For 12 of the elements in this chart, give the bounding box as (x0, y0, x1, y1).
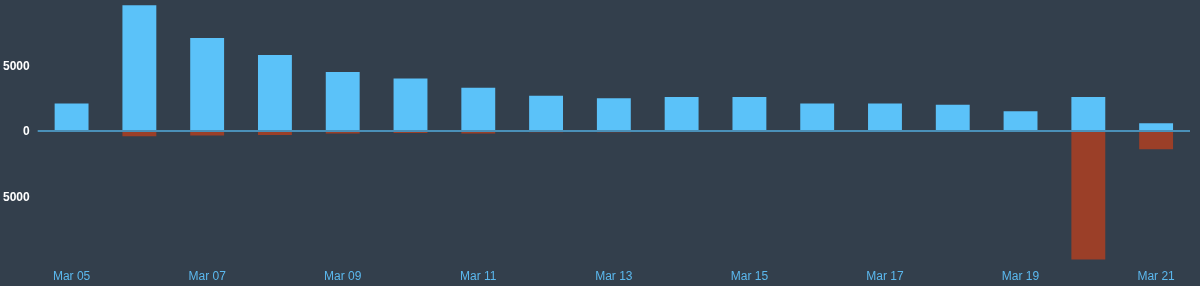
x-tick-label: Mar 11 (460, 269, 497, 283)
x-tick-label: Mar 13 (595, 269, 633, 283)
x-tick-label: Mar 09 (324, 269, 362, 283)
y-tick-label: 5000 (2, 189, 31, 204)
x-tick-label: Mar 07 (188, 269, 227, 283)
x-tick-label: Mar 19 (1001, 269, 1040, 283)
y-tick-label: 0 (23, 124, 31, 138)
y-tick-label: 5000 (2, 58, 31, 73)
x-tick-label: Mar 21 (1137, 269, 1176, 283)
x-tick-label: Mar 15 (730, 269, 769, 283)
x-tick-label: Mar 05 (52, 269, 91, 283)
x-tick-label: Mar 17 (866, 269, 904, 283)
